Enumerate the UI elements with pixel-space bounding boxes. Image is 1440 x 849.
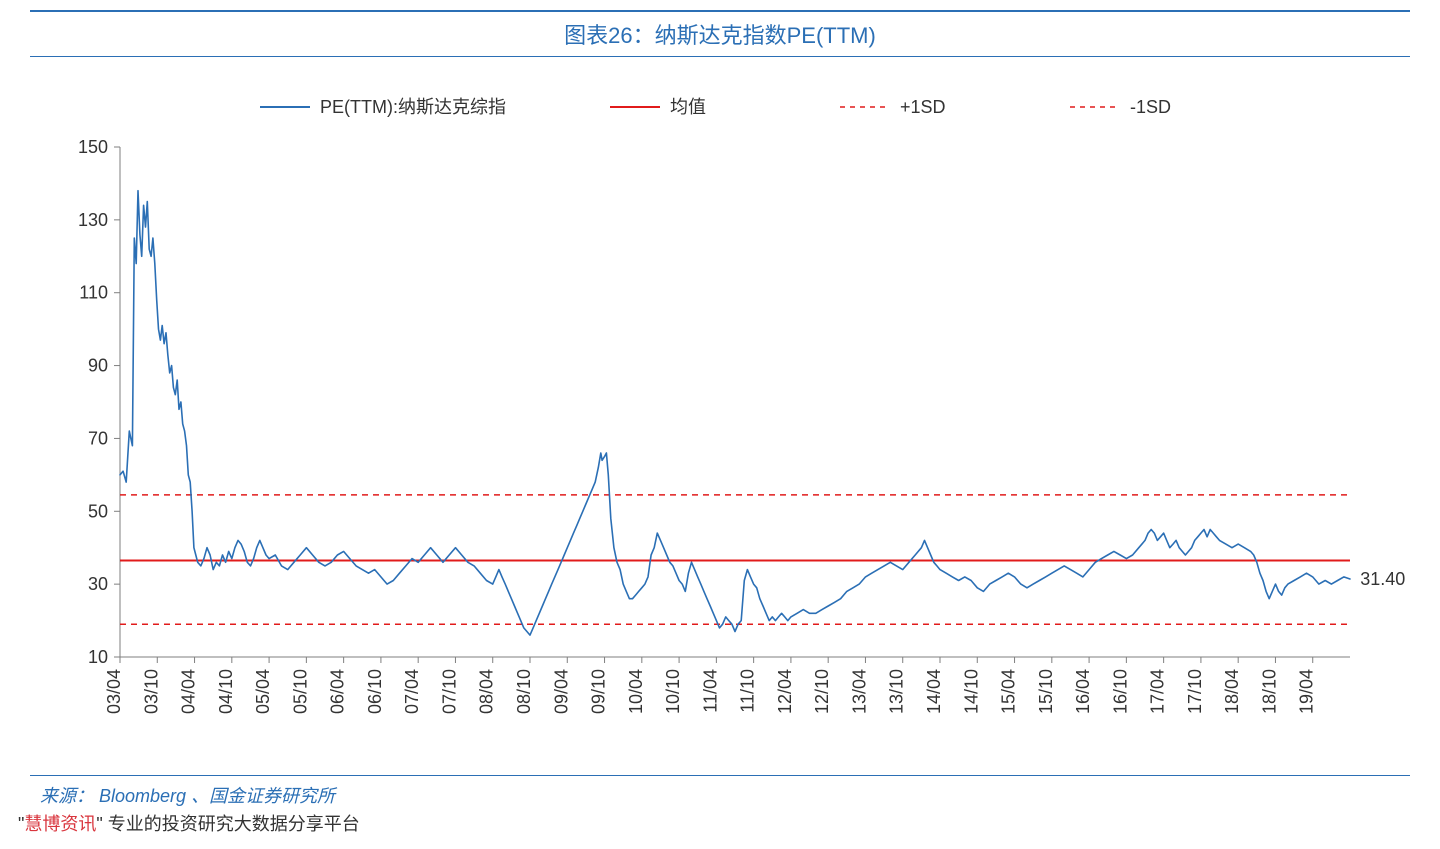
footnote-brand: 慧博资讯: [24, 814, 96, 834]
svg-text:16/04: 16/04: [1073, 669, 1093, 714]
svg-text:18/10: 18/10: [1259, 669, 1279, 714]
chart-source: 来源： Bloomberg 、国金证券研究所: [40, 782, 1410, 808]
svg-text:06/04: 06/04: [328, 669, 348, 714]
svg-text:14/10: 14/10: [961, 669, 981, 714]
svg-text:10/10: 10/10: [663, 669, 683, 714]
svg-text:15/04: 15/04: [999, 669, 1019, 714]
footnote-rest: " 专业的投资研究大数据分享平台: [96, 814, 359, 834]
svg-text:70: 70: [88, 428, 108, 448]
svg-text:11/04: 11/04: [700, 669, 720, 713]
svg-text:04/04: 04/04: [179, 669, 199, 714]
svg-text:12/04: 12/04: [775, 669, 795, 714]
svg-text:13/10: 13/10: [887, 669, 907, 714]
svg-text:-1SD: -1SD: [1130, 97, 1171, 117]
svg-text:14/04: 14/04: [924, 669, 944, 714]
svg-text:08/04: 08/04: [477, 669, 497, 714]
svg-text:PE(TTM):纳斯达克综指: PE(TTM):纳斯达克综指: [320, 97, 506, 117]
svg-text:19/04: 19/04: [1297, 669, 1317, 714]
svg-text:06/10: 06/10: [365, 669, 385, 714]
svg-text:30: 30: [88, 574, 108, 594]
svg-text:03/04: 03/04: [104, 669, 124, 714]
svg-text:03/10: 03/10: [141, 669, 161, 714]
svg-text:12/10: 12/10: [812, 669, 832, 714]
svg-text:13/04: 13/04: [849, 669, 869, 714]
svg-text:50: 50: [88, 501, 108, 521]
svg-text:04/10: 04/10: [216, 669, 236, 714]
svg-text:07/04: 07/04: [402, 669, 422, 714]
svg-text:均值: 均值: [670, 97, 706, 117]
svg-text:18/04: 18/04: [1222, 669, 1242, 714]
svg-text:17/04: 17/04: [1148, 669, 1168, 714]
svg-text:90: 90: [88, 356, 108, 376]
svg-text:09/04: 09/04: [551, 669, 571, 714]
chart-container: PE(TTM):纳斯达克综指 均值 +1SD -1SD 10 30 50 70 90 110 130…: [30, 87, 1410, 767]
pe-ttm-line-chart: PE(TTM):纳斯达克综指 均值 +1SD -1SD 10 30 50 70 90 110 130…: [30, 87, 1410, 767]
footer-rule: [30, 775, 1410, 776]
svg-text:110: 110: [79, 283, 108, 303]
svg-text:05/10: 05/10: [290, 669, 310, 714]
svg-text:17/10: 17/10: [1185, 669, 1205, 714]
svg-text:16/10: 16/10: [1110, 669, 1130, 714]
svg-text:31.40: 31.40: [1360, 569, 1405, 589]
svg-text:+1SD: +1SD: [900, 97, 946, 117]
svg-text:130: 130: [78, 210, 108, 230]
svg-text:05/04: 05/04: [253, 669, 273, 714]
svg-text:07/10: 07/10: [439, 669, 459, 714]
svg-text:15/10: 15/10: [1036, 669, 1056, 714]
page-footnote: "慧博资讯" 专业的投资研究大数据分享平台: [18, 810, 1440, 836]
svg-text:11/10: 11/10: [738, 669, 758, 713]
svg-text:150: 150: [78, 137, 108, 157]
svg-text:09/10: 09/10: [589, 669, 609, 714]
svg-text:10: 10: [88, 647, 108, 667]
svg-text:10/04: 10/04: [626, 669, 646, 714]
svg-text:08/10: 08/10: [514, 669, 534, 714]
chart-title: 图表26：纳斯达克指数PE(TTM): [30, 10, 1410, 57]
